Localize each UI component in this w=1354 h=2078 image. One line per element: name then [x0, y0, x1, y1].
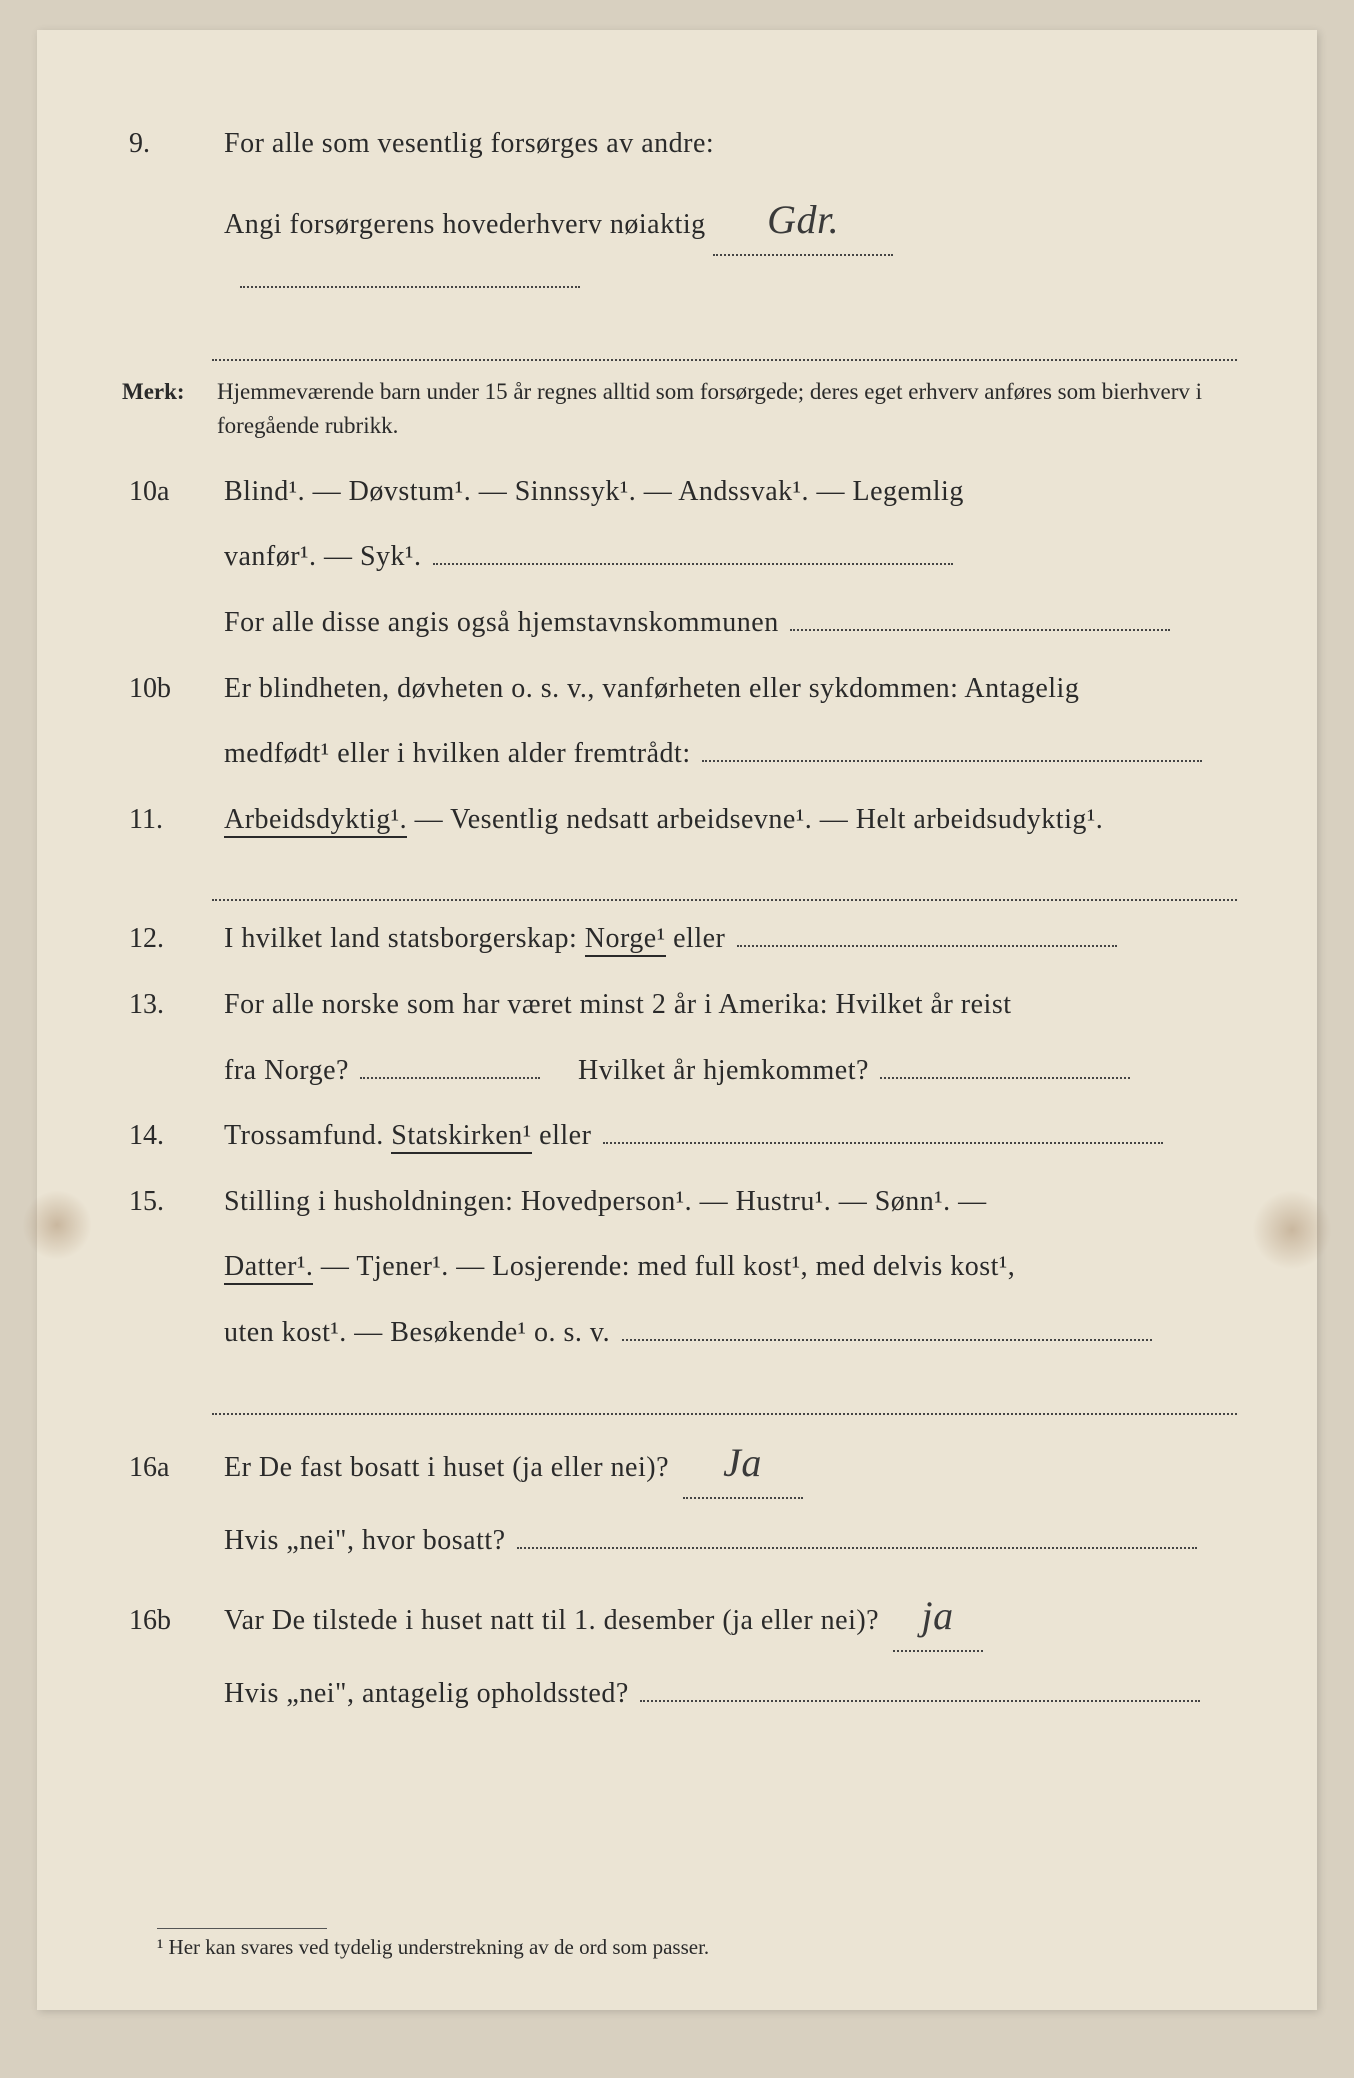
question-text: Blind¹. — Døvstum¹. — Sinnssyk¹. — Andss… [224, 468, 1237, 516]
question-number: 10a [117, 468, 224, 516]
answer-field-blank[interactable] [360, 1077, 540, 1079]
paper-stain [22, 1190, 92, 1260]
question-text: Er De fast bosatt i huset (ja eller nei)… [224, 1452, 669, 1483]
underlined-option: Arbeidsdyktig¹. [224, 804, 407, 838]
question-15-line3: uten kost¹. — Besøkende¹ o. s. v. [117, 1309, 1237, 1357]
question-text: Hvilket år hjemkommet? [578, 1055, 869, 1086]
question-text: Angi forsørgerens hovederhverv nøiaktig [224, 209, 706, 240]
blank-line [212, 1375, 1237, 1415]
question-text: Var De tilstede i huset natt til 1. dese… [224, 1605, 879, 1636]
census-form-page: 9. For alle som vesentlig forsørges av a… [37, 30, 1317, 2010]
answer-field-blank[interactable] [517, 1547, 1197, 1549]
question-number: 9. [117, 120, 224, 168]
question-11: 11. Arbeidsdyktig¹. — Vesentlig nedsatt … [117, 796, 1237, 844]
question-text: Er blindheten, døvheten o. s. v., vanfør… [224, 665, 1237, 713]
question-number: 13. [117, 981, 224, 1029]
question-number: 10b [117, 665, 224, 713]
question-16b-line2: Hvis „nei", antagelig opholdssted? [117, 1670, 1237, 1718]
question-text: fra Norge? [224, 1055, 349, 1086]
question-10a-line3: For alle disse angis også hjemstavnskomm… [117, 599, 1237, 647]
answer-field-blank[interactable] [212, 321, 1237, 361]
merk-label: Merk: [117, 375, 217, 408]
handwritten-answer: ja [922, 1593, 954, 1638]
answer-field[interactable]: Ja [683, 1429, 803, 1499]
question-10a: 10a Blind¹. — Døvstum¹. — Sinnssyk¹. — A… [117, 468, 1237, 516]
answer-field-blank[interactable] [880, 1077, 1130, 1079]
question-text: eller [666, 923, 726, 954]
answer-field-blank[interactable] [433, 563, 953, 565]
question-text: Trossamfund. [224, 1120, 391, 1151]
question-text: vanfør¹. — Syk¹. [224, 541, 421, 572]
question-16b: 16b Var De tilstede i huset natt til 1. … [117, 1582, 1237, 1652]
footnote-rule [157, 1928, 327, 1929]
answer-field-blank[interactable] [790, 629, 1170, 631]
question-text: I hvilket land statsborgerskap: [224, 923, 585, 954]
question-number: 15. [117, 1178, 224, 1226]
blank-line [212, 321, 1237, 361]
question-text: For alle norske som har været minst 2 år… [224, 981, 1237, 1029]
question-text: uten kost¹. — Besøkende¹ o. s. v. [224, 1317, 610, 1348]
underlined-option: Datter¹. [224, 1251, 313, 1285]
question-9-line2: Angi forsørgerens hovederhverv nøiaktig … [117, 186, 1237, 304]
answer-field-blank[interactable] [603, 1142, 1163, 1144]
paper-stain [1252, 1190, 1332, 1270]
question-16a-line2: Hvis „nei", hvor bosatt? [117, 1517, 1237, 1565]
blank-line [212, 861, 1237, 901]
answer-field-blank[interactable] [212, 861, 1237, 901]
answer-field-blank[interactable] [622, 1339, 1152, 1341]
underlined-option: Norge¹ [585, 923, 666, 957]
question-14: 14. Trossamfund. Statskirken¹ eller [117, 1112, 1237, 1160]
question-12: 12. I hvilket land statsborgerskap: Norg… [117, 915, 1237, 963]
question-text: Hvis „nei", antagelig opholdssted? [224, 1678, 629, 1709]
question-text: For alle som vesentlig forsørges av andr… [224, 120, 1237, 168]
underlined-option: Statskirken¹ [391, 1120, 531, 1154]
question-number: 11. [117, 796, 224, 844]
merk-note: Merk: Hjemmeværende barn under 15 år reg… [117, 375, 1237, 442]
question-text: — Tjener¹. — Losjerende: med full kost¹,… [313, 1251, 1015, 1282]
answer-field[interactable]: ja [893, 1582, 983, 1652]
question-13: 13. For alle norske som har været minst … [117, 981, 1237, 1029]
handwritten-answer: Ja [723, 1440, 762, 1485]
question-10b-line2: medfødt¹ eller i hvilken alder fremtrådt… [117, 730, 1237, 778]
question-text: — Vesentlig nedsatt arbeidsevne¹. — Helt… [407, 804, 1103, 835]
question-number: 16a [117, 1444, 224, 1492]
question-15-line2: Datter¹. — Tjener¹. — Losjerende: med fu… [117, 1243, 1237, 1291]
question-9: 9. For alle som vesentlig forsørges av a… [117, 120, 1237, 168]
answer-field-blank[interactable] [240, 286, 580, 288]
question-16a: 16a Er De fast bosatt i huset (ja eller … [117, 1429, 1237, 1499]
question-number: 12. [117, 915, 224, 963]
answer-field-blank[interactable] [640, 1700, 1200, 1702]
handwritten-answer: Gdr. [767, 197, 839, 242]
question-number: 16b [117, 1597, 224, 1645]
question-text: For alle disse angis også hjemstavnskomm… [224, 607, 779, 638]
answer-field-blank[interactable] [212, 1375, 1237, 1415]
merk-text: Hjemmeværende barn under 15 år regnes al… [217, 375, 1237, 442]
footnote-text: Her kan svares ved tydelig understreknin… [163, 1935, 709, 1959]
question-text: medfødt¹ eller i hvilken alder fremtrådt… [224, 738, 691, 769]
answer-field-blank[interactable] [702, 760, 1202, 762]
question-10a-line2: vanfør¹. — Syk¹. [117, 533, 1237, 581]
question-text: Stilling i husholdningen: Hovedperson¹. … [224, 1178, 1237, 1226]
answer-field-blank[interactable] [737, 945, 1117, 947]
footnote: ¹ Her kan svares ved tydelig understrekn… [157, 1928, 1237, 1960]
question-10b: 10b Er blindheten, døvheten o. s. v., va… [117, 665, 1237, 713]
answer-field[interactable]: Gdr. [713, 186, 893, 256]
question-text: eller [532, 1120, 592, 1151]
question-text: Hvis „nei", hvor bosatt? [224, 1525, 506, 1556]
question-15: 15. Stilling i husholdningen: Hovedperso… [117, 1178, 1237, 1226]
question-number: 14. [117, 1112, 224, 1160]
question-13-line2: fra Norge? Hvilket år hjemkommet? [117, 1047, 1237, 1095]
